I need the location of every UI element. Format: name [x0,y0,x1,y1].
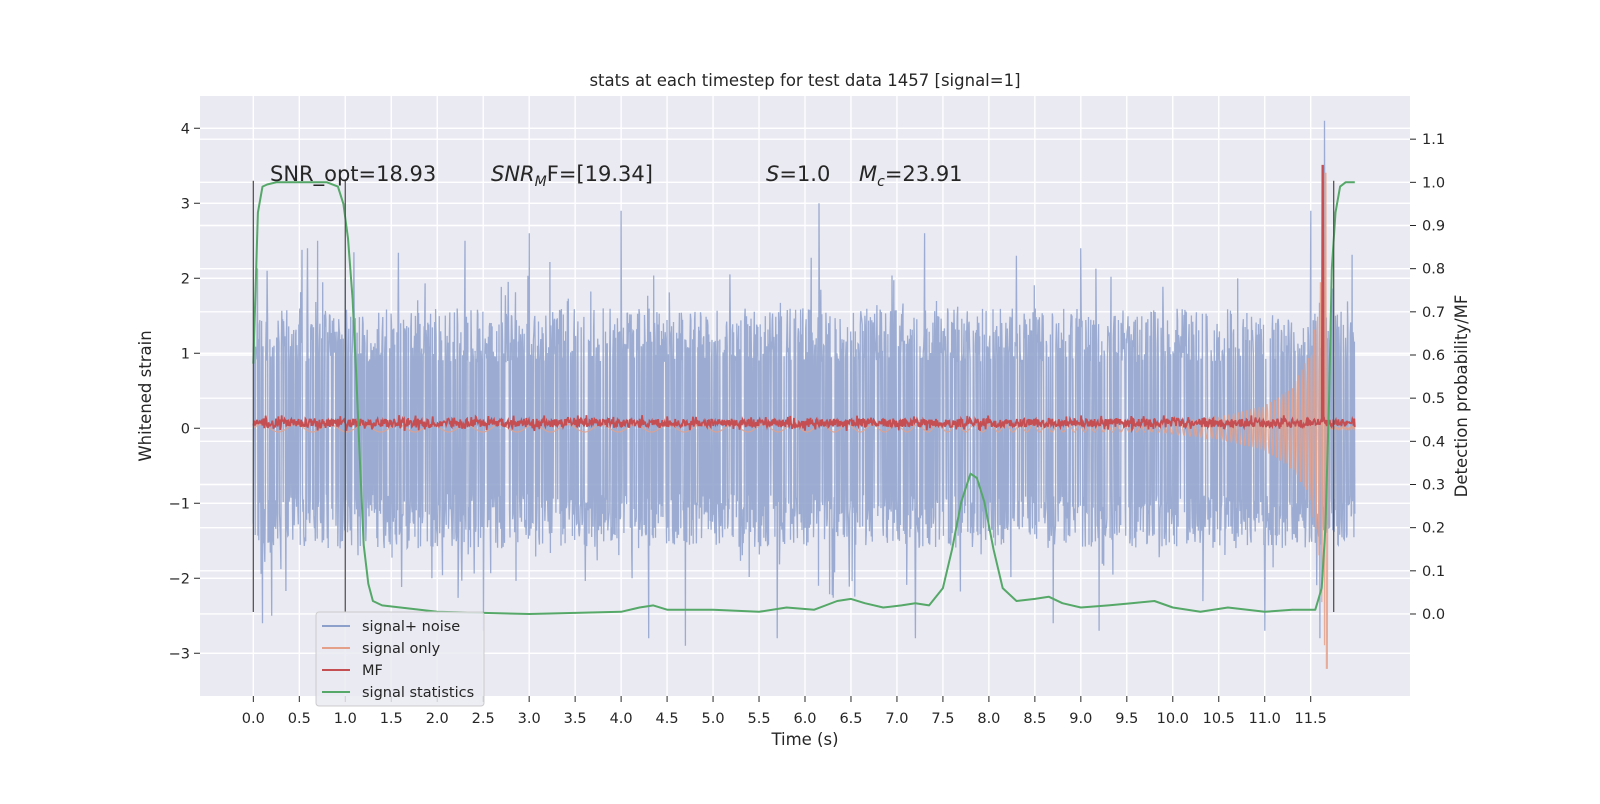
legend-label: signal statistics [362,685,474,701]
legend: signal+ noise signal only MF signal statist… [315,611,485,707]
series-signal-statistics [252,181,1355,615]
x-tick-label: 4.0 [610,711,633,727]
x-tick-label: 8.5 [1023,711,1046,727]
x-tick-label: 9.5 [1115,711,1138,727]
y-tick-label: −1 [169,496,190,512]
y-tick-label: 1 [181,346,190,362]
x-axis-label: Time (s) [770,730,838,749]
y-right-tick-label: 0.0 [1422,607,1445,623]
y-axis-label: Whitened strain [136,330,155,461]
x-tick-label: 7.0 [885,711,908,727]
y-tick-label: −2 [169,571,190,587]
axes: 0.0 0.5 1.0 1.5 2.0 2.5 3.0 3.5 4.0 4.5 5.0 5.5 6.0 6… [136,71,1471,749]
y-right-tick-label: 0.6 [1422,348,1445,364]
legend-box [315,611,485,707]
y-tick-label: 0 [181,421,190,437]
y-right-tick-label: 1.0 [1422,175,1445,191]
vertical-markers [252,180,1335,612]
y-right-tick-label: 1.1 [1422,132,1445,148]
y-right-tick-label: 0.4 [1422,434,1445,450]
annotation-3: S=1.0 [766,162,830,186]
x-tick-label: 6.5 [839,711,862,727]
y-tick-label: 4 [181,121,190,137]
x-tick-label: 8.0 [977,711,1000,727]
x-tick-label: 7.5 [931,711,954,727]
x-tick-label: 5.0 [702,711,725,727]
x-tick-label: 11.0 [1249,711,1281,727]
x-tick-label: 0.0 [242,711,265,727]
x-tick-label: 10.5 [1203,711,1235,727]
y-right-axis-label: Detection probability/MF [1452,295,1471,498]
x-tick-label: 6.0 [793,711,816,727]
x-tick-label: 2.0 [426,711,449,727]
annotations: SNR_opt=18.93 SNRMF=[19.34] S=1.0 Mc=23.91 [270,162,963,190]
series-signal-noise [252,120,1356,646]
y-right-tick-label: 0.5 [1422,391,1445,407]
x-tick-label: 10.0 [1157,711,1189,727]
x-tick-label: 4.5 [656,711,679,727]
x-tick-label: 2.5 [472,711,495,727]
series-layer [252,120,1356,669]
chart-title: stats at each timestep for test data 145… [589,71,1020,90]
annotation-1: SNR_opt=18.93 [270,162,436,187]
y-tick-label: 3 [181,196,190,212]
y-right-tick-label: 0.8 [1422,262,1445,278]
legend-label: signal+ noise [362,619,460,635]
x-tick-label: 5.5 [747,711,770,727]
x-tick-label: 1.0 [334,711,357,727]
y-right-tick-label: 0.2 [1422,521,1445,537]
x-tick-label: 3.5 [564,711,587,727]
legend-label: signal only [362,641,441,657]
x-tick-label: 3.0 [518,711,541,727]
y-right-tick-label: 0.9 [1422,218,1445,234]
y-right-tick-label: 0.7 [1422,305,1445,321]
annotation-4: Mc=23.91 [859,162,963,190]
y-right-tick-label: 0.3 [1422,477,1445,493]
x-tick-label: 11.5 [1295,711,1327,727]
series-mf [252,164,1356,434]
legend-label: MF [362,663,383,679]
x-tick-label: 9.0 [1069,711,1092,727]
x-tick-label: 1.5 [380,711,403,727]
x-tick-label: 0.5 [288,711,311,727]
annotation-2: SNRMF=[19.34] [491,162,653,190]
y-tick-label: 2 [181,271,190,287]
y-right-tick-label: 0.1 [1422,564,1445,580]
y-tick-label: −3 [169,646,190,662]
